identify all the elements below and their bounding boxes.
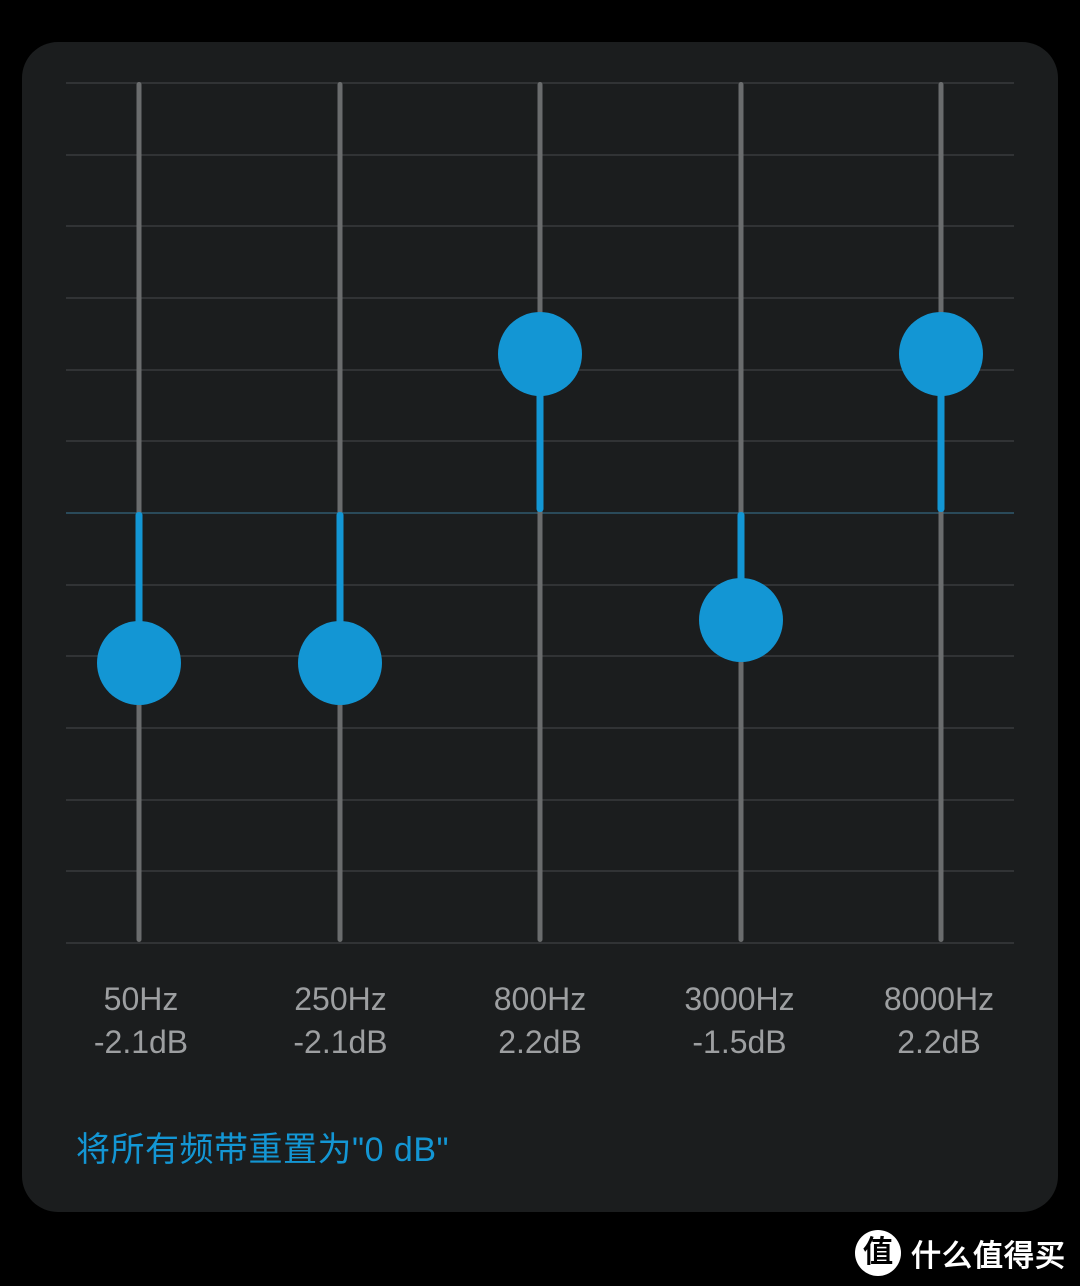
slider-track	[939, 82, 944, 942]
sliders-row	[66, 82, 1014, 942]
eq-slider-band-3[interactable]	[696, 82, 786, 942]
slider-thumb[interactable]	[97, 621, 181, 705]
db-label: 2.2dB	[465, 1021, 615, 1064]
eq-slider-band-0[interactable]	[94, 82, 184, 942]
frequency-label: 800Hz	[465, 978, 615, 1021]
frequency-label: 50Hz	[66, 978, 216, 1021]
watermark-text: 什么值得买	[911, 1231, 1066, 1275]
band-label-4: 8000Hz2.2dB	[864, 978, 1014, 1064]
eq-slider-band-1[interactable]	[295, 82, 385, 942]
slider-thumb[interactable]	[899, 312, 983, 396]
band-label-2: 800Hz2.2dB	[465, 978, 615, 1064]
slider-track	[538, 82, 543, 942]
db-label: 2.2dB	[864, 1021, 1014, 1064]
eq-slider-band-2[interactable]	[495, 82, 585, 942]
frequency-label: 3000Hz	[665, 978, 815, 1021]
equalizer-panel: 50Hz-2.1dB250Hz-2.1dB800Hz2.2dB3000Hz-1.…	[22, 42, 1058, 1212]
db-label: -1.5dB	[665, 1021, 815, 1064]
sliders-area	[66, 82, 1014, 942]
reset-all-bands-link[interactable]: 将所有频带重置为"0 dB"	[76, 1122, 449, 1171]
watermark-badge-icon: 值	[855, 1230, 901, 1276]
eq-slider-band-4[interactable]	[896, 82, 986, 942]
band-label-1: 250Hz-2.1dB	[266, 978, 416, 1064]
gridline	[66, 942, 1014, 944]
slider-thumb[interactable]	[498, 312, 582, 396]
slider-thumb[interactable]	[699, 578, 783, 662]
frequency-label: 250Hz	[266, 978, 416, 1021]
db-label: -2.1dB	[66, 1021, 216, 1064]
slider-thumb[interactable]	[298, 621, 382, 705]
db-label: -2.1dB	[266, 1021, 416, 1064]
band-label-0: 50Hz-2.1dB	[66, 978, 216, 1064]
band-label-3: 3000Hz-1.5dB	[665, 978, 815, 1064]
frequency-label: 8000Hz	[864, 978, 1014, 1021]
labels-row: 50Hz-2.1dB250Hz-2.1dB800Hz2.2dB3000Hz-1.…	[66, 978, 1014, 1064]
watermark: 值 什么值得买	[855, 1230, 1066, 1276]
